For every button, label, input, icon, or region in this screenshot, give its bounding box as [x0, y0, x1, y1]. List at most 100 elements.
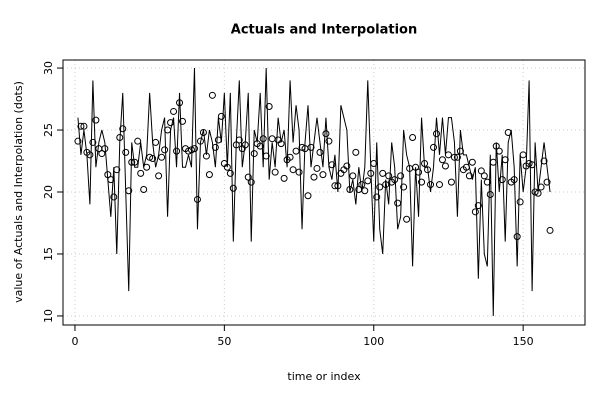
interpolation-point — [528, 161, 536, 169]
interpolation-point — [534, 189, 542, 197]
interpolation-point — [400, 183, 408, 191]
interpolation-point — [217, 112, 225, 120]
interpolation-point — [415, 168, 423, 176]
interpolation-point — [193, 195, 201, 203]
interpolation-point — [498, 176, 506, 184]
interpolation-point — [352, 148, 360, 156]
interpolation-point — [361, 187, 369, 195]
interpolation-point — [208, 91, 216, 99]
interpolation-point — [89, 138, 97, 146]
interpolation-point — [74, 137, 82, 145]
interpolation-point — [259, 135, 267, 143]
interpolation-point — [373, 193, 381, 201]
interpolation-point — [480, 172, 488, 180]
interpolation-point — [418, 178, 426, 186]
interpolation-point — [244, 173, 252, 181]
interpolation-point — [519, 151, 527, 159]
y-tick-label: 15 — [42, 247, 55, 261]
interpolation-point — [235, 136, 243, 144]
y-tick-label: 30 — [42, 61, 55, 75]
interpolation-point — [358, 181, 366, 189]
interpolation-point — [462, 163, 470, 171]
interpolation-point — [316, 148, 324, 156]
interpolation-point — [164, 126, 172, 134]
interpolation-point — [364, 177, 372, 185]
interpolation-point — [122, 148, 130, 156]
y-axis-label: value of Actuals and Interpolation (dots… — [12, 81, 25, 303]
x-tick-label: 0 — [71, 335, 78, 348]
interpolation-point — [80, 122, 88, 130]
interpolation-point — [343, 162, 351, 170]
interpolation-point — [104, 171, 112, 179]
interpolation-point — [456, 147, 464, 155]
interpolation-point — [143, 163, 151, 171]
interpolation-point — [295, 168, 303, 176]
interpolation-point — [453, 153, 461, 161]
interpolation-point — [334, 182, 342, 190]
interpolation-point — [489, 158, 497, 166]
interpolation-point — [241, 141, 249, 149]
interpolation-point — [325, 137, 333, 145]
interpolation-point — [483, 178, 491, 186]
interpolation-point — [486, 190, 494, 198]
x-tick-label: 100 — [363, 335, 384, 348]
interpolation-point — [394, 199, 402, 207]
interpolation-point — [226, 169, 234, 177]
interpolation-point — [265, 102, 273, 110]
interpolation-point — [391, 176, 399, 184]
interpolation-point — [331, 182, 339, 190]
interpolation-point — [543, 178, 551, 186]
interpolation-point — [510, 176, 518, 184]
interpolation-point — [444, 151, 452, 159]
interpolation-point — [513, 233, 521, 241]
interpolation-point — [173, 147, 181, 155]
interpolation-point — [149, 155, 157, 163]
interpolation-point — [465, 172, 473, 180]
interpolation-point — [447, 178, 455, 186]
interpolation-point — [247, 178, 255, 186]
interpolation-point — [110, 193, 118, 201]
interpolation-point — [101, 145, 109, 153]
interpolation-point — [546, 226, 554, 234]
interpolation-point — [229, 184, 237, 192]
interpolation-point — [271, 168, 279, 176]
interpolation-point — [113, 166, 121, 174]
interpolation-point — [421, 159, 429, 167]
interpolation-point — [289, 166, 297, 174]
interpolation-point — [140, 186, 148, 194]
interpolation-point — [304, 192, 312, 200]
interpolation-point — [92, 116, 100, 124]
interpolation-point — [199, 129, 207, 137]
interpolation-point — [134, 137, 142, 145]
interpolation-point — [432, 130, 440, 138]
actuals-line — [77, 68, 551, 316]
interpolation-point — [504, 129, 512, 137]
interpolation-point — [262, 152, 270, 160]
plot-frame — [62, 59, 586, 326]
interpolation-point — [277, 140, 285, 148]
interpolation-point — [179, 117, 187, 125]
interpolation-point — [376, 183, 384, 191]
interpolation-point — [205, 171, 213, 179]
interpolation-point — [116, 133, 124, 141]
interpolation-point — [468, 158, 476, 166]
x-tick-label: 150 — [513, 335, 534, 348]
interpolation-point — [167, 119, 175, 127]
interpolation-point — [250, 150, 258, 158]
interpolation-point — [307, 143, 315, 151]
interpolation-point — [382, 181, 390, 189]
interpolation-point — [450, 153, 458, 161]
interpolation-point — [430, 143, 438, 151]
interpolation-point — [403, 215, 411, 223]
interpolation-point — [202, 152, 210, 160]
chart-title: Actuals and Interpolation — [231, 23, 417, 38]
interpolation-point — [516, 198, 524, 206]
interpolation-point — [322, 130, 330, 138]
interpolation-point — [492, 142, 500, 150]
interpolation-point — [397, 172, 405, 180]
interpolation-point — [435, 181, 443, 189]
interpolation-point — [155, 172, 163, 180]
interpolation-point — [119, 125, 127, 133]
x-tick-label: 50 — [217, 335, 231, 348]
interpolation-point — [427, 181, 435, 189]
